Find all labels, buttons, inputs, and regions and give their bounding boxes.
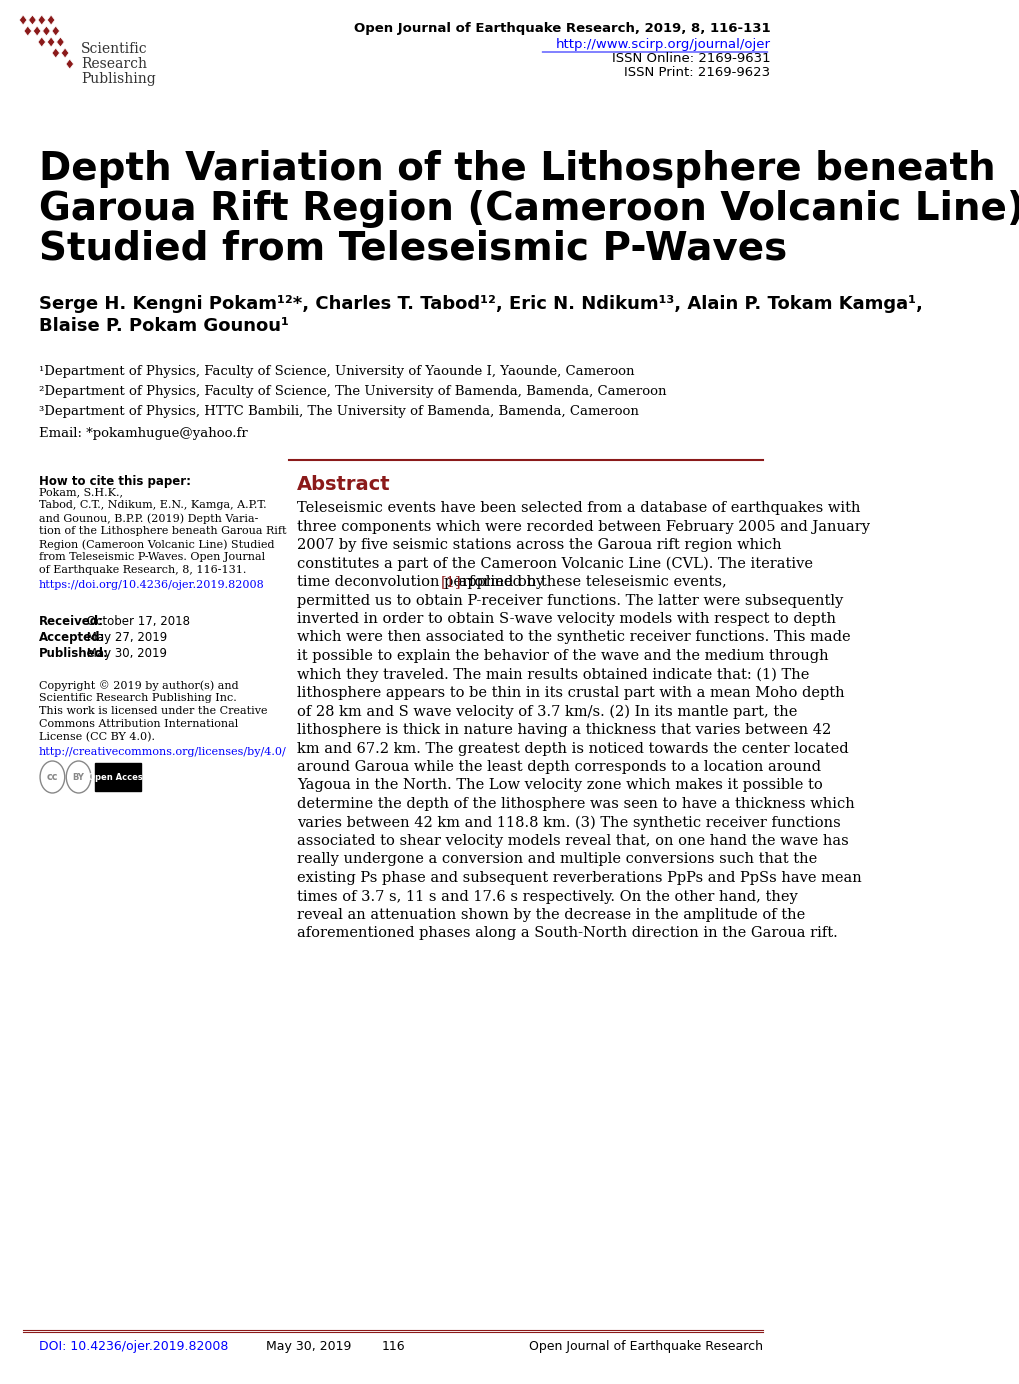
Text: http://www.scirp.org/journal/ojer: http://www.scirp.org/journal/ojer (555, 37, 769, 51)
Text: Open Journal of Earthquake Research: Open Journal of Earthquake Research (529, 1340, 762, 1354)
Text: Garoua Rift Region (Cameroon Volcanic Line): Garoua Rift Region (Cameroon Volcanic Li… (39, 190, 1019, 228)
Text: Blaise P. Pokam Gounou¹: Blaise P. Pokam Gounou¹ (39, 317, 288, 335)
Text: Received:: Received: (39, 614, 103, 628)
Text: cc: cc (47, 772, 58, 782)
Text: and Gounou, B.P.P. (2019) Depth Varia-: and Gounou, B.P.P. (2019) Depth Varia- (39, 513, 258, 523)
Text: Region (Cameroon Volcanic Line) Studied: Region (Cameroon Volcanic Line) Studied (39, 538, 274, 549)
Text: Commons Attribution International: Commons Attribution International (39, 720, 237, 729)
Text: BY: BY (72, 772, 85, 782)
Text: Tabod, C.T., Ndikum, E.N., Kamga, A.P.T.: Tabod, C.T., Ndikum, E.N., Kamga, A.P.T. (39, 500, 266, 509)
Text: Research: Research (81, 57, 147, 71)
Polygon shape (34, 26, 41, 36)
Text: Teleseismic events have been selected from a database of earthquakes with: Teleseismic events have been selected fr… (297, 501, 859, 515)
Text: Publishing: Publishing (81, 72, 156, 86)
Text: three components which were recorded between February 2005 and January: three components which were recorded bet… (297, 519, 869, 533)
Text: ISSN Print: 2169-9623: ISSN Print: 2169-9623 (624, 66, 769, 79)
Text: ¹Department of Physics, Faculty of Science, University of Yaounde I, Yaounde, Ca: ¹Department of Physics, Faculty of Scien… (39, 365, 634, 378)
Polygon shape (61, 48, 69, 58)
FancyBboxPatch shape (95, 763, 141, 792)
Polygon shape (52, 48, 59, 58)
Text: applied on these teleseismic events,: applied on these teleseismic events, (454, 574, 727, 590)
Text: ³Department of Physics, HTTC Bambili, The University of Bamenda, Bamenda, Camero: ³Department of Physics, HTTC Bambili, Th… (39, 406, 638, 418)
Text: Studied from Teleseismic P-Waves: Studied from Teleseismic P-Waves (39, 230, 786, 268)
Text: constitutes a part of the Cameroon Volcanic Line (CVL). The iterative: constitutes a part of the Cameroon Volca… (297, 556, 812, 570)
Text: Pokam, S.H.K.,: Pokam, S.H.K., (39, 487, 122, 497)
Text: lithosphere is thick in nature having a thickness that varies between 42: lithosphere is thick in nature having a … (297, 722, 830, 738)
Text: time deconvolution performed by: time deconvolution performed by (297, 574, 548, 590)
Text: varies between 42 km and 118.8 km. (3) The synthetic receiver functions: varies between 42 km and 118.8 km. (3) T… (297, 815, 840, 830)
Polygon shape (43, 26, 50, 36)
Polygon shape (38, 37, 46, 47)
Text: tion of the Lithosphere beneath Garoua Rift: tion of the Lithosphere beneath Garoua R… (39, 526, 285, 536)
Text: Open Journal of Earthquake Research, 2019, 8, 116-131: Open Journal of Earthquake Research, 201… (354, 22, 769, 35)
Text: permitted us to obtain P-receiver functions. The latter were subsequently: permitted us to obtain P-receiver functi… (297, 594, 842, 608)
Circle shape (66, 761, 91, 793)
Text: http://creativecommons.org/licenses/by/4.0/: http://creativecommons.org/licenses/by/4… (39, 747, 286, 757)
Text: around Garoua while the least depth corresponds to a location around: around Garoua while the least depth corr… (297, 760, 820, 774)
Polygon shape (23, 26, 32, 36)
Text: Yagoua in the North. The Low velocity zone which makes it possible to: Yagoua in the North. The Low velocity zo… (297, 778, 821, 793)
Text: lithosphere appears to be thin in its crustal part with a mean Moho depth: lithosphere appears to be thin in its cr… (297, 686, 844, 700)
Text: https://doi.org/10.4236/ojer.2019.82008: https://doi.org/10.4236/ojer.2019.82008 (39, 580, 264, 590)
Text: aforementioned phases along a South-North direction in the Garoua rift.: aforementioned phases along a South-Nort… (297, 926, 837, 941)
Text: How to cite this paper:: How to cite this paper: (39, 475, 191, 489)
Polygon shape (47, 37, 55, 47)
Polygon shape (47, 15, 55, 25)
Text: Published:: Published: (39, 646, 108, 660)
Text: from Teleseismic P-Waves. Open Journal: from Teleseismic P-Waves. Open Journal (39, 552, 264, 562)
Circle shape (40, 761, 64, 793)
Text: Accepted:: Accepted: (39, 631, 105, 644)
Polygon shape (29, 15, 37, 25)
Text: License (CC BY 4.0).: License (CC BY 4.0). (39, 732, 154, 742)
Text: ²Department of Physics, Faculty of Science, The University of Bamenda, Bamenda, : ²Department of Physics, Faculty of Scien… (39, 385, 665, 399)
Text: Abstract: Abstract (297, 475, 390, 494)
Polygon shape (52, 26, 59, 36)
Text: 2007 by five seismic stations across the Garoua rift region which: 2007 by five seismic stations across the… (297, 538, 781, 552)
Text: which were then associated to the synthetic receiver functions. This made: which were then associated to the synthe… (297, 631, 850, 645)
Text: determine the depth of the lithosphere was seen to have a thickness which: determine the depth of the lithosphere w… (297, 797, 854, 811)
Text: Scientific: Scientific (81, 42, 148, 55)
Text: Scientific Research Publishing Inc.: Scientific Research Publishing Inc. (39, 693, 236, 703)
Text: Copyright © 2019 by author(s) and: Copyright © 2019 by author(s) and (39, 680, 237, 691)
Text: May 27, 2019: May 27, 2019 (84, 631, 167, 644)
Text: This work is licensed under the Creative: This work is licensed under the Creative (39, 706, 267, 716)
Polygon shape (19, 15, 26, 25)
Text: Serge H. Kengni Pokam¹²*, Charles T. Tabod¹², Eric N. Ndikum¹³, Alain P. Tokam K: Serge H. Kengni Pokam¹²*, Charles T. Tab… (39, 295, 921, 313)
Text: associated to shear velocity models reveal that, on one hand the wave has: associated to shear velocity models reve… (297, 835, 848, 848)
Text: Depth Variation of the Lithosphere beneath: Depth Variation of the Lithosphere benea… (39, 149, 995, 188)
Text: really undergone a conversion and multiple conversions such that the: really undergone a conversion and multip… (297, 853, 816, 866)
Text: existing Ps phase and subsequent reverberations PpPs and PpSs have mean: existing Ps phase and subsequent reverbe… (297, 871, 861, 884)
Text: which they traveled. The main results obtained indicate that: (1) The: which they traveled. The main results ob… (297, 667, 808, 682)
Text: of Earthquake Research, 8, 116-131.: of Earthquake Research, 8, 116-131. (39, 565, 246, 574)
Text: 116: 116 (381, 1340, 405, 1354)
Text: reveal an attenuation shown by the decrease in the amplitude of the: reveal an attenuation shown by the decre… (297, 908, 804, 922)
Text: May 30, 2019: May 30, 2019 (265, 1340, 351, 1354)
Polygon shape (66, 60, 73, 69)
Text: of 28 km and S wave velocity of 3.7 km/s. (2) In its mantle part, the: of 28 km and S wave velocity of 3.7 km/s… (297, 704, 796, 718)
Text: October 17, 2018: October 17, 2018 (84, 614, 190, 628)
Text: DOI: 10.4236/ojer.2019.82008: DOI: 10.4236/ojer.2019.82008 (39, 1340, 227, 1354)
Text: May 30, 2019: May 30, 2019 (84, 646, 167, 660)
Text: inverted in order to obtain S-wave velocity models with respect to depth: inverted in order to obtain S-wave veloc… (297, 612, 835, 626)
Text: ISSN Online: 2169-9631: ISSN Online: 2169-9631 (611, 53, 769, 65)
Polygon shape (56, 37, 64, 47)
Text: Email: *pokamhugue@yahoo.fr: Email: *pokamhugue@yahoo.fr (39, 428, 247, 440)
Text: [1]: [1] (440, 574, 462, 590)
Text: Open Access: Open Access (88, 772, 148, 782)
Text: it possible to explain the behavior of the wave and the medium through: it possible to explain the behavior of t… (297, 649, 827, 663)
Text: times of 3.7 s, 11 s and 17.6 s respectively. On the other hand, they: times of 3.7 s, 11 s and 17.6 s respecti… (297, 890, 797, 904)
Text: km and 67.2 km. The greatest depth is noticed towards the center located: km and 67.2 km. The greatest depth is no… (297, 742, 848, 756)
Polygon shape (38, 15, 46, 25)
